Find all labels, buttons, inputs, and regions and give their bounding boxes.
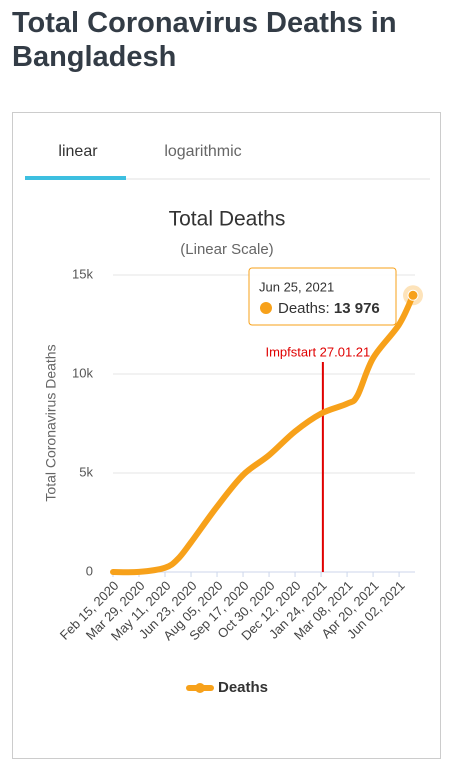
tooltip-box bbox=[248, 267, 397, 326]
tab[interactable]: logarithmic bbox=[164, 143, 241, 160]
chart-title: Total Deaths bbox=[169, 208, 286, 231]
tooltip-title: Jun 25, 2021 bbox=[259, 279, 334, 294]
chart-subtitle: (Linear Scale) bbox=[180, 241, 273, 258]
tab-underline bbox=[25, 176, 126, 180]
tooltip-label: Deaths: bbox=[278, 300, 330, 317]
legend-label[interactable]: Deaths bbox=[218, 679, 268, 696]
tooltip-marker bbox=[260, 302, 272, 314]
point bbox=[407, 289, 419, 301]
y-axis-label: Total Coronavirus Deaths bbox=[43, 344, 59, 501]
y-tick-label: 10k bbox=[72, 365, 93, 380]
series-line bbox=[110, 292, 416, 576]
tab[interactable]: linear bbox=[58, 143, 98, 160]
chart-card bbox=[12, 112, 441, 759]
page-heading: Total Coronavirus Deaths in Bangladesh bbox=[12, 7, 397, 73]
tooltip-body: Deaths: 13 976 bbox=[278, 300, 380, 317]
y-tick-label: 0 bbox=[86, 563, 93, 578]
y-tick-label: 15k bbox=[72, 266, 93, 281]
y-tick-label: 5k bbox=[79, 464, 93, 479]
tooltip-value: 13 976 bbox=[334, 300, 380, 317]
legend-marker bbox=[195, 683, 205, 693]
annotation-label: Impfstart 27.01.21 bbox=[265, 344, 370, 359]
